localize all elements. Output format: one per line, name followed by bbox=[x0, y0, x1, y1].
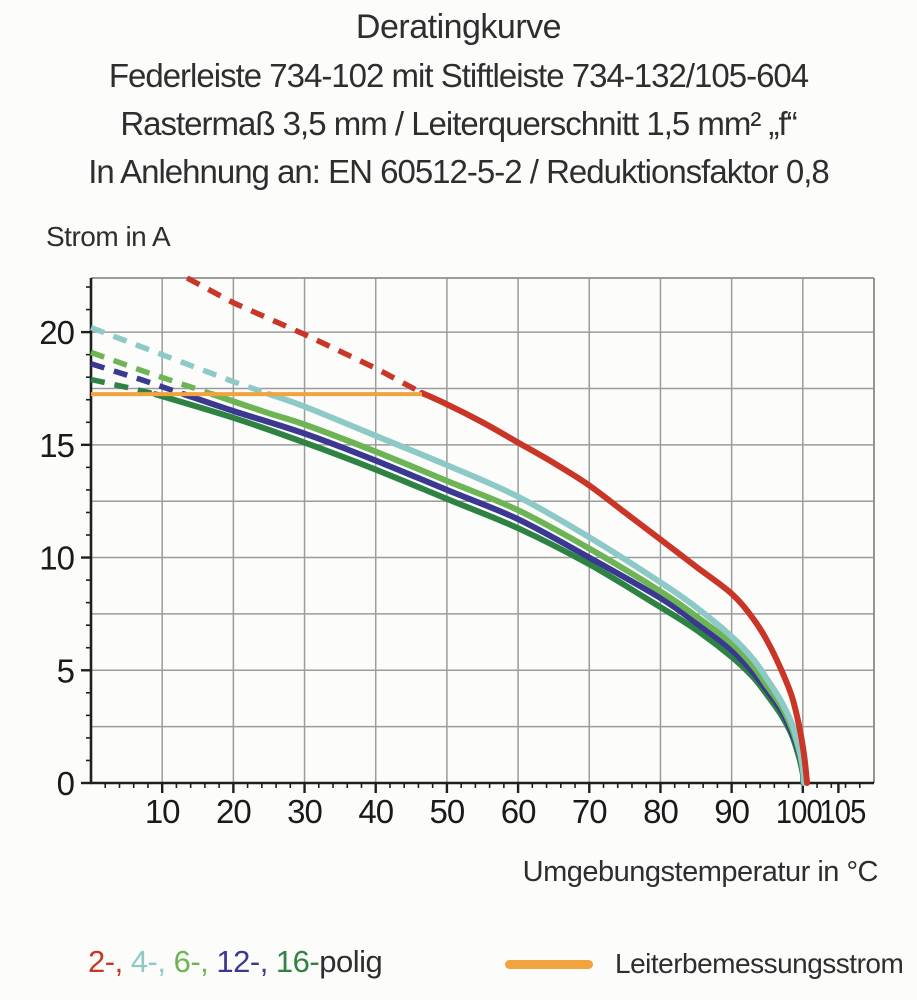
pole-legend-segment: 12-, bbox=[216, 944, 276, 979]
svg-text:10: 10 bbox=[39, 540, 74, 577]
svg-text:15: 15 bbox=[39, 427, 74, 464]
x-axis-title: Umgebungstemperatur in °C bbox=[522, 856, 879, 888]
svg-text:70: 70 bbox=[572, 793, 607, 830]
pole-legend-segment: 16- bbox=[275, 944, 320, 979]
svg-text:0: 0 bbox=[57, 765, 75, 802]
subtitle-pitch: Rastermaß 3,5 mm / Leiterquerschnitt 1,5… bbox=[120, 105, 797, 142]
svg-text:30: 30 bbox=[287, 793, 322, 830]
pole-legend: 2-, 4-, 6-, 12-, 16-polig bbox=[88, 944, 383, 980]
svg-text:5: 5 bbox=[57, 652, 74, 689]
svg-text:10: 10 bbox=[145, 793, 180, 830]
pole-legend-segment: 2-, bbox=[88, 944, 131, 979]
rated-current-legend: Leiterbemessungsstrom bbox=[505, 948, 904, 980]
subtitle-connectors: Federleiste 734-102 mit Stiftleiste 734-… bbox=[108, 57, 809, 94]
svg-text:80: 80 bbox=[643, 793, 678, 830]
svg-text:90: 90 bbox=[714, 793, 749, 830]
svg-text:100: 100 bbox=[776, 793, 823, 830]
svg-text:50: 50 bbox=[430, 793, 465, 830]
svg-text:40: 40 bbox=[358, 793, 393, 830]
pole-legend-segment: 6-, bbox=[173, 944, 217, 979]
subtitle-standard: In Anlehnung an: EN 60512-5-2 / Reduktio… bbox=[88, 153, 830, 190]
page-title: Deratingkurve bbox=[355, 8, 562, 46]
pole-legend-segment: 4-, bbox=[130, 944, 174, 979]
pole-legend-segment: polig bbox=[319, 944, 383, 979]
svg-text:20: 20 bbox=[39, 314, 74, 351]
rated-current-swatch bbox=[505, 959, 593, 969]
y-axis-title: Strom in A bbox=[46, 221, 171, 252]
svg-text:20: 20 bbox=[216, 793, 251, 830]
rated-current-label: Leiterbemessungsstrom bbox=[615, 948, 904, 979]
svg-text:60: 60 bbox=[501, 793, 536, 830]
svg-text:105: 105 bbox=[819, 793, 865, 830]
